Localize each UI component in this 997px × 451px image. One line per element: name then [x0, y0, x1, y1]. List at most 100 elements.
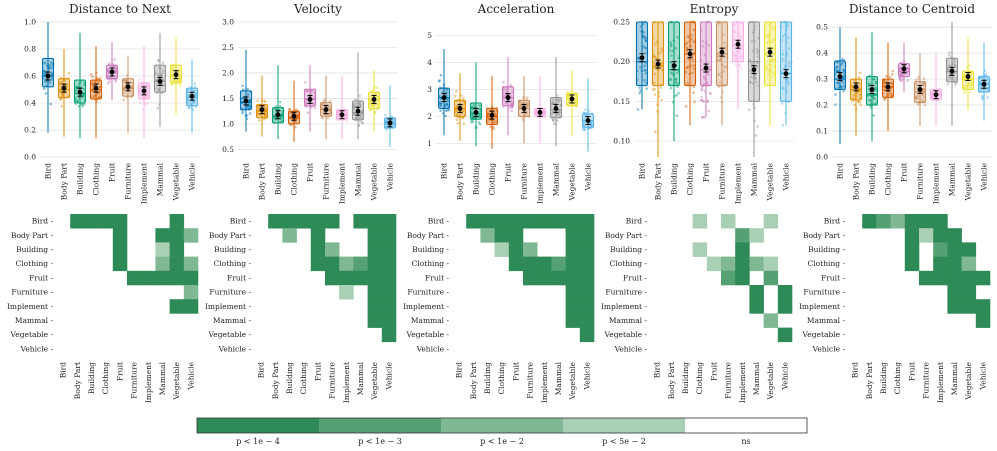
significance-cell [169, 214, 185, 229]
box-building [667, 21, 681, 87]
significance-cell [155, 270, 170, 286]
significance-cell [70, 214, 85, 229]
data-point [186, 101, 190, 105]
row-label: Mammal - [15, 316, 54, 325]
data-point [327, 106, 330, 109]
significance-cell [367, 228, 383, 243]
data-point [439, 73, 443, 77]
significance-cell [325, 242, 340, 257]
data-point [834, 93, 837, 96]
mean-marker [639, 55, 645, 61]
data-point [969, 91, 972, 94]
col-label: Fruit [115, 362, 124, 381]
data-point [140, 96, 144, 99]
data-point [177, 69, 181, 72]
data-point [154, 71, 158, 74]
data-point [781, 123, 784, 127]
data-point [371, 104, 374, 108]
significance-cell [749, 299, 764, 314]
data-point [946, 82, 950, 86]
data-point [146, 83, 149, 86]
panel-2: Velocity 0.5 1.0 1.5 2.0 2.5 3.0 Bird Body Part B… [222, 2, 398, 204]
legend-swatch [563, 418, 685, 433]
data-point [691, 58, 695, 62]
data-point [669, 41, 672, 44]
significance-cell [876, 214, 891, 229]
mean-marker [735, 41, 741, 47]
col-label: Fruit [907, 362, 916, 381]
row-label: Mammal - [609, 316, 648, 325]
data-point [771, 71, 774, 74]
data-point [60, 97, 63, 101]
data-point [489, 125, 492, 129]
data-point [42, 87, 46, 90]
significance-cell [947, 270, 962, 286]
panel-title: Entropy [690, 2, 739, 16]
legend-label: p < 1e − 3 [358, 437, 402, 446]
data-point [534, 109, 538, 113]
x-tick-label: Vegetable [964, 162, 973, 201]
significance-cell [296, 214, 312, 229]
data-point [734, 63, 737, 66]
significance-cell [565, 242, 581, 257]
data-point [445, 88, 449, 91]
data-point [734, 30, 737, 34]
data-point [89, 73, 93, 76]
significance-cell [749, 285, 764, 300]
data-point [772, 59, 776, 62]
significance-cell [579, 313, 595, 328]
data-point [328, 112, 332, 115]
legend-swatch [197, 418, 319, 433]
significance-cell [339, 285, 354, 300]
data-point [510, 109, 513, 113]
col-label: Vehicle [384, 361, 393, 390]
col-label: Furniture [922, 361, 931, 398]
y-tick-label: 0.2 [24, 126, 36, 135]
x-tick-label: Bird [242, 163, 251, 179]
col-label: Bird [653, 362, 662, 378]
mean-marker [141, 88, 147, 94]
data-point [642, 31, 645, 34]
data-point [638, 91, 641, 95]
col-label: Clothing [299, 362, 308, 395]
data-point [510, 101, 513, 104]
x-tick-label: Clothing [92, 163, 101, 196]
data-point [263, 100, 267, 104]
data-point [113, 65, 117, 68]
significance-cell [183, 228, 199, 243]
col-label: Vehicle [186, 361, 195, 390]
data-point [446, 100, 450, 103]
data-point [677, 91, 680, 95]
col-label: Mammal [752, 361, 761, 395]
data-point [519, 105, 523, 109]
significance-cell [367, 285, 383, 300]
data-point [709, 92, 712, 96]
data-point [510, 105, 514, 109]
data-point [785, 79, 789, 82]
significance-cell [551, 214, 566, 229]
data-point [296, 113, 300, 117]
data-point [354, 115, 358, 119]
row-label: Furniture - [11, 288, 53, 297]
x-tick-label: Building [868, 163, 877, 195]
data-point [446, 108, 449, 112]
data-point [684, 105, 688, 108]
row-label: Building - [808, 245, 845, 254]
data-point [707, 109, 710, 113]
data-point [294, 121, 298, 124]
data-point [780, 102, 784, 105]
data-point [456, 104, 459, 108]
x-tick-label: Vehicle [584, 162, 593, 191]
data-point [288, 107, 291, 111]
data-point [748, 80, 751, 84]
data-point [669, 44, 673, 48]
significance-cell [551, 270, 566, 286]
data-point [472, 103, 476, 106]
data-point [438, 79, 441, 82]
significance-cell [268, 214, 283, 229]
x-tick-label: Body Part [60, 163, 69, 200]
data-point [59, 97, 62, 101]
data-point [445, 103, 449, 106]
mean-marker [933, 92, 939, 98]
significance-cell [933, 270, 948, 286]
